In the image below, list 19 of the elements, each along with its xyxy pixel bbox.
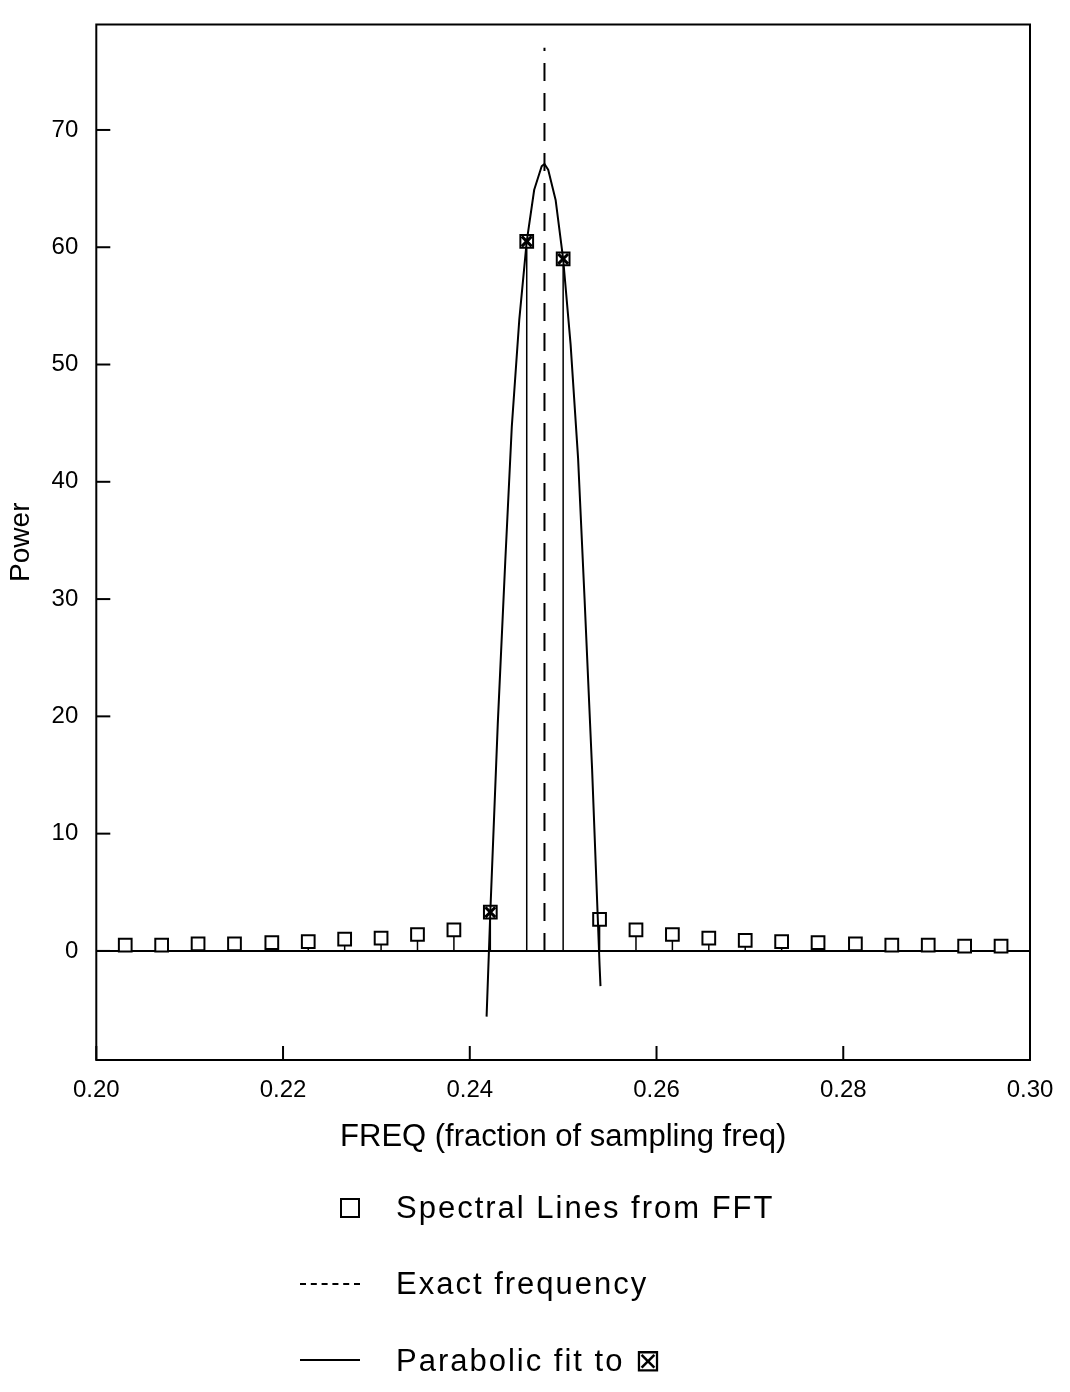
y-tick-label: 0 (64, 935, 79, 963)
y-tick-label: 10 (51, 818, 79, 846)
x-tick-label: 0.24 (446, 1075, 494, 1103)
legend-label: Spectral Lines from FFT (396, 1190, 775, 1226)
y-tick-label: 70 (51, 114, 79, 142)
y-tick-label: 30 (51, 583, 79, 611)
x-tick-label: 0.30 (1006, 1075, 1054, 1103)
x-tick-label: 0.28 (819, 1075, 867, 1103)
y-axis-title: Power (3, 502, 35, 582)
x-axis-title: FREQ (fraction of sampling freq) (340, 1117, 787, 1153)
legend-label: Parabolic fit to ⊠ (396, 1341, 664, 1379)
y-tick-label: 40 (51, 466, 79, 494)
legend-label: Exact frequency (396, 1266, 649, 1302)
x-tick-label: 0.20 (72, 1075, 120, 1103)
y-tick-label: 50 (51, 349, 79, 377)
x-tick-label: 0.22 (259, 1075, 307, 1103)
x-tick-label: 0.26 (633, 1075, 680, 1103)
y-tick-label: 20 (51, 700, 79, 728)
y-tick-label: 60 (51, 231, 79, 259)
